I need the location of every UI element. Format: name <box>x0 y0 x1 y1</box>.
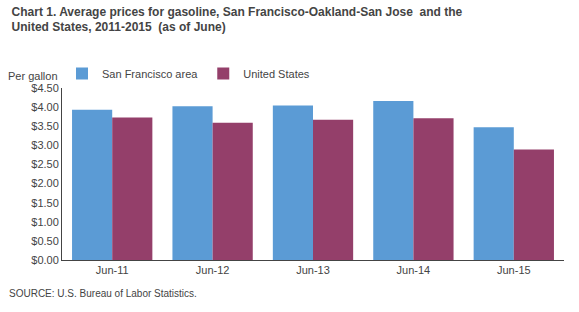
svg-text:Jun-14: Jun-14 <box>397 264 431 276</box>
svg-text:$4.00: $4.00 <box>31 101 59 113</box>
svg-text:$2.00: $2.00 <box>31 177 59 189</box>
svg-text:Per gallon: Per gallon <box>8 70 58 82</box>
svg-text:SOURCE: U.S. Bureau of Labor S: SOURCE: U.S. Bureau of Labor Statistics. <box>9 288 197 299</box>
svg-text:$1.00: $1.00 <box>31 216 59 228</box>
svg-text:$1.50: $1.50 <box>31 197 59 209</box>
svg-text:$0.00: $0.00 <box>31 254 59 266</box>
svg-text:Jun-13: Jun-13 <box>296 264 330 276</box>
svg-text:$2.50: $2.50 <box>31 158 59 170</box>
svg-text:Jun-11: Jun-11 <box>96 264 129 276</box>
svg-text:San Francisco area: San Francisco area <box>102 68 198 80</box>
svg-text:$3.00: $3.00 <box>31 139 59 151</box>
svg-text:Jun-15: Jun-15 <box>497 264 531 276</box>
svg-text:Jun-12: Jun-12 <box>196 264 230 276</box>
svg-text:United States: United States <box>243 68 310 80</box>
svg-text:$4.50: $4.50 <box>31 82 59 94</box>
svg-text:$0.50: $0.50 <box>31 235 59 247</box>
svg-text:Chart 1. Average prices for ga: Chart 1. Average prices for gasoline, Sa… <box>12 5 463 35</box>
svg-text:$3.50: $3.50 <box>31 120 59 132</box>
